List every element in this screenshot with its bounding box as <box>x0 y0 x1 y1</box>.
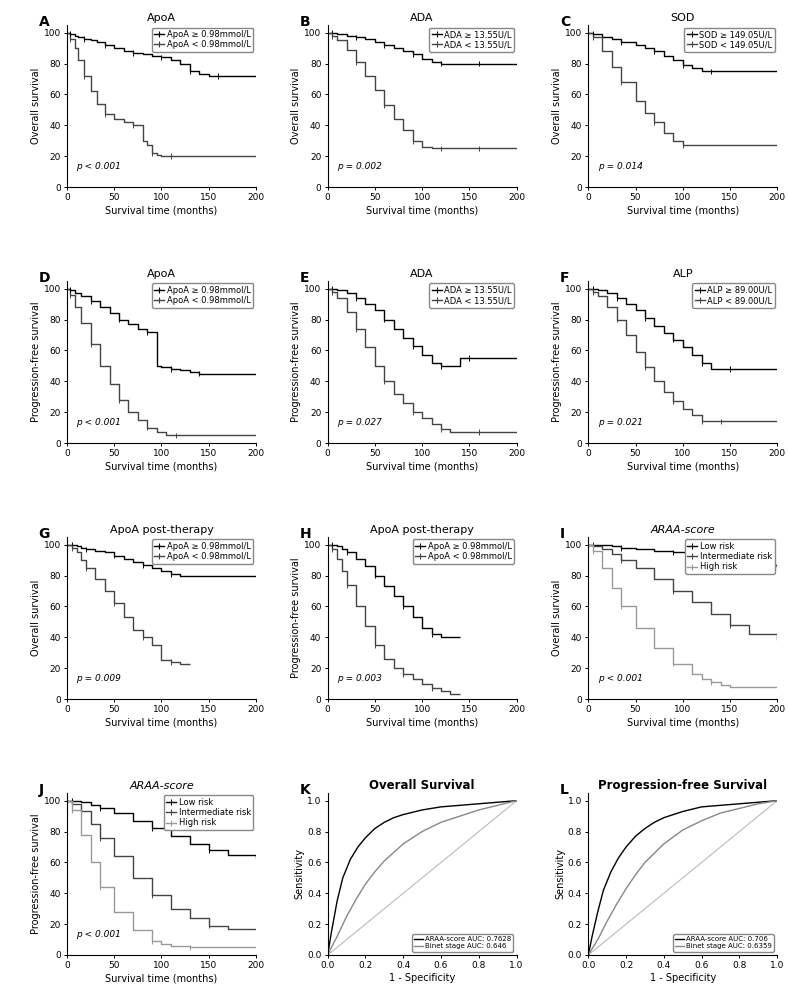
Y-axis label: Progression-free survival: Progression-free survival <box>31 814 41 934</box>
Y-axis label: Overall survival: Overall survival <box>291 68 301 144</box>
X-axis label: Survival time (months): Survival time (months) <box>626 717 739 727</box>
Legend: Low risk, Intermediate risk, High risk: Low risk, Intermediate risk, High risk <box>685 539 775 574</box>
Text: p = 0.009: p = 0.009 <box>77 674 122 683</box>
X-axis label: Survival time (months): Survival time (months) <box>106 461 218 471</box>
Y-axis label: Sensitivity: Sensitivity <box>294 848 305 899</box>
Legend: ADA ≥ 13.55U/L, ADA < 13.55U/L: ADA ≥ 13.55U/L, ADA < 13.55U/L <box>429 283 514 308</box>
Y-axis label: Progression-free survival: Progression-free survival <box>291 558 301 678</box>
Text: p = 0.003: p = 0.003 <box>337 674 382 683</box>
X-axis label: Survival time (months): Survival time (months) <box>106 717 218 727</box>
Legend: SOD ≥ 149.05U/L, SOD < 149.05U/L: SOD ≥ 149.05U/L, SOD < 149.05U/L <box>684 27 775 52</box>
Text: p = 0.021: p = 0.021 <box>598 418 642 427</box>
Legend: ApoA ≥ 0.98mmol/L, ApoA < 0.98mmol/L: ApoA ≥ 0.98mmol/L, ApoA < 0.98mmol/L <box>152 283 253 308</box>
X-axis label: Survival time (months): Survival time (months) <box>106 973 218 983</box>
Title: ALP: ALP <box>672 269 693 279</box>
Text: B: B <box>299 15 310 29</box>
Legend: ARAA-score AUC: 0.706, Binet stage AUC: 0.6359: ARAA-score AUC: 0.706, Binet stage AUC: … <box>673 934 774 952</box>
Text: J: J <box>39 783 44 797</box>
Title: ApoA post-therapy: ApoA post-therapy <box>110 525 214 535</box>
Y-axis label: Progression-free survival: Progression-free survival <box>552 302 562 422</box>
Text: I: I <box>560 527 565 541</box>
Text: F: F <box>560 271 570 285</box>
X-axis label: Survival time (months): Survival time (months) <box>626 461 739 471</box>
X-axis label: Survival time (months): Survival time (months) <box>366 205 478 215</box>
Text: p < 0.001: p < 0.001 <box>598 674 642 683</box>
Text: A: A <box>39 15 50 29</box>
Y-axis label: Overall survival: Overall survival <box>552 580 562 656</box>
Y-axis label: Overall survival: Overall survival <box>31 580 41 656</box>
Title: ARAA-score: ARAA-score <box>650 525 715 535</box>
Title: ADA: ADA <box>410 13 434 23</box>
Legend: Low risk, Intermediate risk, High risk: Low risk, Intermediate risk, High risk <box>163 795 253 830</box>
Text: p = 0.027: p = 0.027 <box>337 418 382 427</box>
Y-axis label: Overall survival: Overall survival <box>552 68 562 144</box>
Title: ApoA: ApoA <box>147 13 176 23</box>
Title: ApoA: ApoA <box>147 269 176 279</box>
X-axis label: Survival time (months): Survival time (months) <box>366 461 478 471</box>
Legend: ApoA ≥ 0.98mmol/L, ApoA < 0.98mmol/L: ApoA ≥ 0.98mmol/L, ApoA < 0.98mmol/L <box>413 539 514 564</box>
Text: p = 0.014: p = 0.014 <box>598 162 642 171</box>
Y-axis label: Progression-free survival: Progression-free survival <box>31 302 41 422</box>
Legend: ARAA-score AUC: 0.7628, Binet stage AUC: 0.646: ARAA-score AUC: 0.7628, Binet stage AUC:… <box>412 934 513 952</box>
Legend: ApoA ≥ 0.98mmol/L, ApoA < 0.98mmol/L: ApoA ≥ 0.98mmol/L, ApoA < 0.98mmol/L <box>152 27 253 52</box>
X-axis label: Survival time (months): Survival time (months) <box>626 205 739 215</box>
X-axis label: 1 - Specificity: 1 - Specificity <box>389 973 455 983</box>
Text: K: K <box>299 783 310 797</box>
Text: p < 0.001: p < 0.001 <box>77 162 122 171</box>
Text: p < 0.001: p < 0.001 <box>77 418 122 427</box>
Title: Progression-free Survival: Progression-free Survival <box>598 779 767 792</box>
Title: ADA: ADA <box>410 269 434 279</box>
Title: ApoA post-therapy: ApoA post-therapy <box>370 525 474 535</box>
Y-axis label: Overall survival: Overall survival <box>31 68 41 144</box>
X-axis label: 1 - Specificity: 1 - Specificity <box>649 973 716 983</box>
Title: Overall Survival: Overall Survival <box>369 779 475 792</box>
Text: p < 0.001: p < 0.001 <box>77 930 122 939</box>
Legend: ALP ≥ 89.00U/L, ALP < 89.00U/L: ALP ≥ 89.00U/L, ALP < 89.00U/L <box>692 283 775 308</box>
Title: ARAA-score: ARAA-score <box>129 781 194 791</box>
Text: H: H <box>299 527 311 541</box>
X-axis label: Survival time (months): Survival time (months) <box>106 205 218 215</box>
Text: p = 0.002: p = 0.002 <box>337 162 382 171</box>
Text: C: C <box>560 15 570 29</box>
Text: E: E <box>299 271 308 285</box>
Legend: ApoA ≥ 0.98mmol/L, ApoA < 0.98mmol/L: ApoA ≥ 0.98mmol/L, ApoA < 0.98mmol/L <box>152 539 253 564</box>
Text: G: G <box>39 527 50 541</box>
Title: SOD: SOD <box>671 13 695 23</box>
Text: L: L <box>560 783 569 797</box>
Legend: ADA ≥ 13.55U/L, ADA < 13.55U/L: ADA ≥ 13.55U/L, ADA < 13.55U/L <box>429 27 514 52</box>
Y-axis label: Sensitivity: Sensitivity <box>555 848 565 899</box>
Text: D: D <box>39 271 50 285</box>
Y-axis label: Progression-free survival: Progression-free survival <box>291 302 301 422</box>
X-axis label: Survival time (months): Survival time (months) <box>366 717 478 727</box>
